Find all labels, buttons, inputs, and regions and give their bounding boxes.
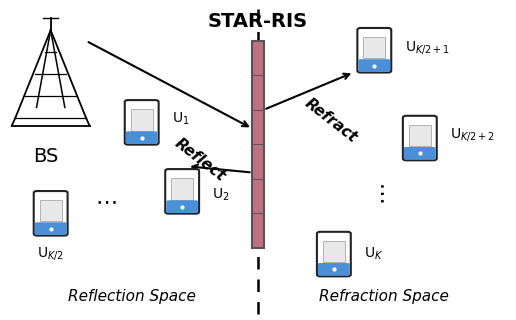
FancyBboxPatch shape bbox=[318, 263, 350, 276]
Bar bbox=[322, 241, 345, 262]
FancyBboxPatch shape bbox=[403, 116, 437, 160]
FancyBboxPatch shape bbox=[125, 100, 158, 145]
Text: BS: BS bbox=[33, 148, 58, 166]
FancyBboxPatch shape bbox=[317, 232, 351, 276]
Text: Refraction Space: Refraction Space bbox=[319, 289, 449, 304]
Text: U$_1$: U$_1$ bbox=[172, 111, 189, 127]
Bar bbox=[40, 200, 62, 221]
Bar bbox=[252, 41, 264, 248]
Bar bbox=[409, 125, 431, 146]
Text: U$_{K/2+1}$: U$_{K/2+1}$ bbox=[405, 39, 449, 56]
Text: $\cdots$: $\cdots$ bbox=[95, 191, 117, 211]
Bar bbox=[171, 178, 194, 199]
Text: U$_{K/2+2}$: U$_{K/2+2}$ bbox=[450, 126, 495, 143]
FancyBboxPatch shape bbox=[404, 147, 436, 160]
Bar bbox=[131, 109, 153, 131]
FancyBboxPatch shape bbox=[126, 131, 157, 144]
FancyBboxPatch shape bbox=[165, 169, 199, 214]
FancyBboxPatch shape bbox=[35, 222, 67, 235]
FancyBboxPatch shape bbox=[358, 28, 391, 73]
Text: Refract: Refract bbox=[302, 96, 360, 146]
Bar bbox=[363, 37, 385, 58]
Text: STAR-RIS: STAR-RIS bbox=[208, 12, 308, 31]
FancyBboxPatch shape bbox=[166, 200, 198, 213]
FancyBboxPatch shape bbox=[359, 59, 390, 72]
Text: U$_2$: U$_2$ bbox=[213, 186, 230, 203]
FancyBboxPatch shape bbox=[34, 191, 68, 236]
Text: $\cdots$: $\cdots$ bbox=[372, 184, 392, 205]
Text: Reflection Space: Reflection Space bbox=[68, 289, 196, 304]
Text: U$_{K/2}$: U$_{K/2}$ bbox=[37, 245, 64, 262]
Text: Reflect: Reflect bbox=[172, 136, 228, 184]
Text: U$_K$: U$_K$ bbox=[364, 246, 383, 262]
